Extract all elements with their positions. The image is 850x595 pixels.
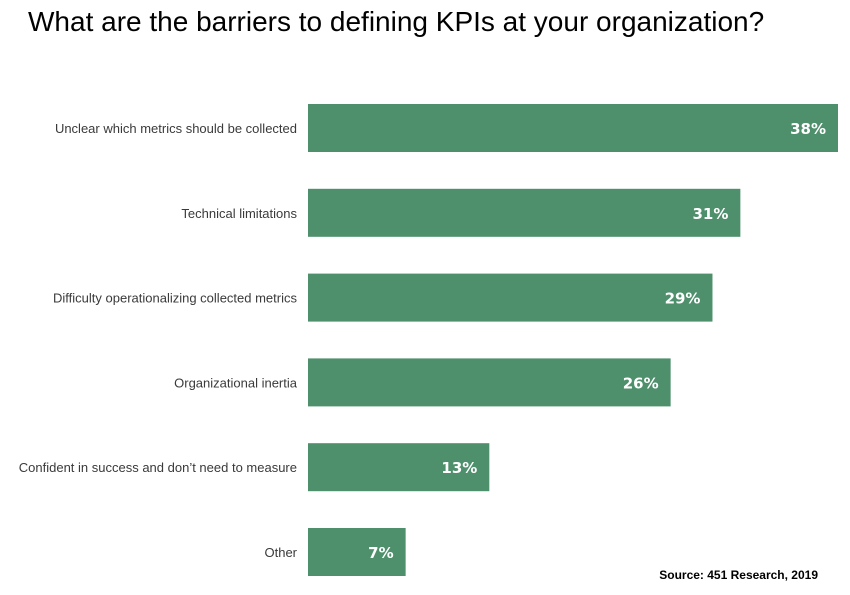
value-label-4: 13% [441, 459, 477, 477]
value-label-5: 7% [368, 544, 393, 562]
chart-title: What are the barriers to defining KPIs a… [28, 6, 765, 37]
value-label-3: 26% [623, 374, 659, 392]
bar-4 [308, 443, 490, 492]
bar-2 [308, 273, 713, 322]
category-label-0: Unclear which metrics should be collecte… [55, 121, 297, 136]
bar-0 [308, 104, 838, 152]
value-label-2: 29% [665, 290, 701, 308]
category-label-5: Other [264, 545, 297, 560]
value-label-1: 31% [692, 205, 728, 223]
category-label-4: Confident in success and don’t need to m… [19, 460, 297, 475]
category-label-1: Technical limitations [181, 206, 297, 221]
category-label-2: Difficulty operationalizing collected me… [53, 291, 297, 306]
value-label-0: 38% [790, 120, 826, 138]
bar-5 [308, 528, 406, 576]
bar-3 [308, 358, 671, 407]
category-label-3: Organizational inertia [174, 375, 298, 390]
source-note: Source: 451 Research, 2019 [659, 568, 818, 582]
bar-1 [308, 188, 741, 237]
